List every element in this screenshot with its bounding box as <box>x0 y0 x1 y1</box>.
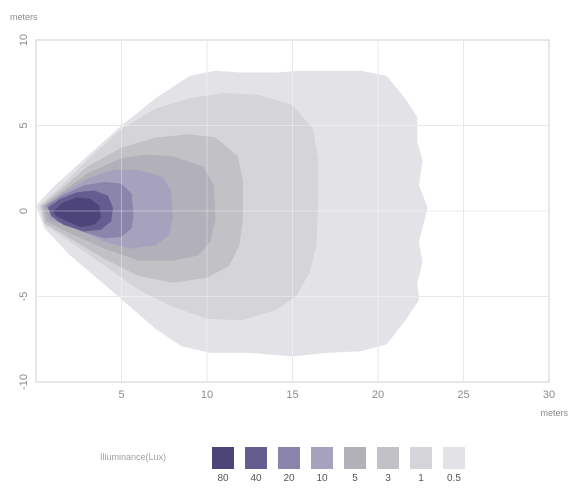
legend-swatch-1 <box>410 447 432 469</box>
y-tick-label: 5 <box>18 122 30 128</box>
legend-swatch-80 <box>212 447 234 469</box>
legend-swatch-10 <box>311 447 333 469</box>
legend-label: 1 <box>418 473 424 484</box>
x-tick-label: 30 <box>543 389 555 401</box>
x-axis-label: meters <box>540 408 568 418</box>
legend-swatch-20 <box>278 447 300 469</box>
x-tick-label: 10 <box>201 389 213 401</box>
legend-label: 3 <box>385 473 391 484</box>
legend-swatch-0.5 <box>443 447 465 469</box>
legend-title: Illuminance(Lux) <box>100 452 167 462</box>
legend-label: 20 <box>283 473 295 484</box>
y-tick-label: 10 <box>18 34 30 46</box>
x-tick-label: 5 <box>118 389 124 401</box>
x-tick-label: 15 <box>286 389 298 401</box>
legend-label: 80 <box>217 473 229 484</box>
contour-80 <box>53 197 101 228</box>
y-tick-label: 0 <box>18 208 30 214</box>
legend-label: 10 <box>316 473 328 484</box>
legend-swatch-40 <box>245 447 267 469</box>
y-tick-label: -10 <box>18 374 30 390</box>
y-axis-label: meters <box>10 12 38 22</box>
legend-label: 40 <box>250 473 262 484</box>
legend-swatch-5 <box>344 447 366 469</box>
legend-swatch-3 <box>377 447 399 469</box>
legend-label: 0.5 <box>447 473 461 484</box>
legend: Illuminance(Lux) 80 40 20 10 5 3 1 0.5 <box>0 440 569 490</box>
x-tick-label: 20 <box>372 389 384 401</box>
illuminance-chart: 5 10 15 20 25 30 10 5 0 -5 -10 meters meters <box>10 12 568 418</box>
legend-label: 5 <box>352 473 358 484</box>
y-tick-label: -5 <box>18 292 30 302</box>
x-tick-label: 25 <box>457 389 469 401</box>
